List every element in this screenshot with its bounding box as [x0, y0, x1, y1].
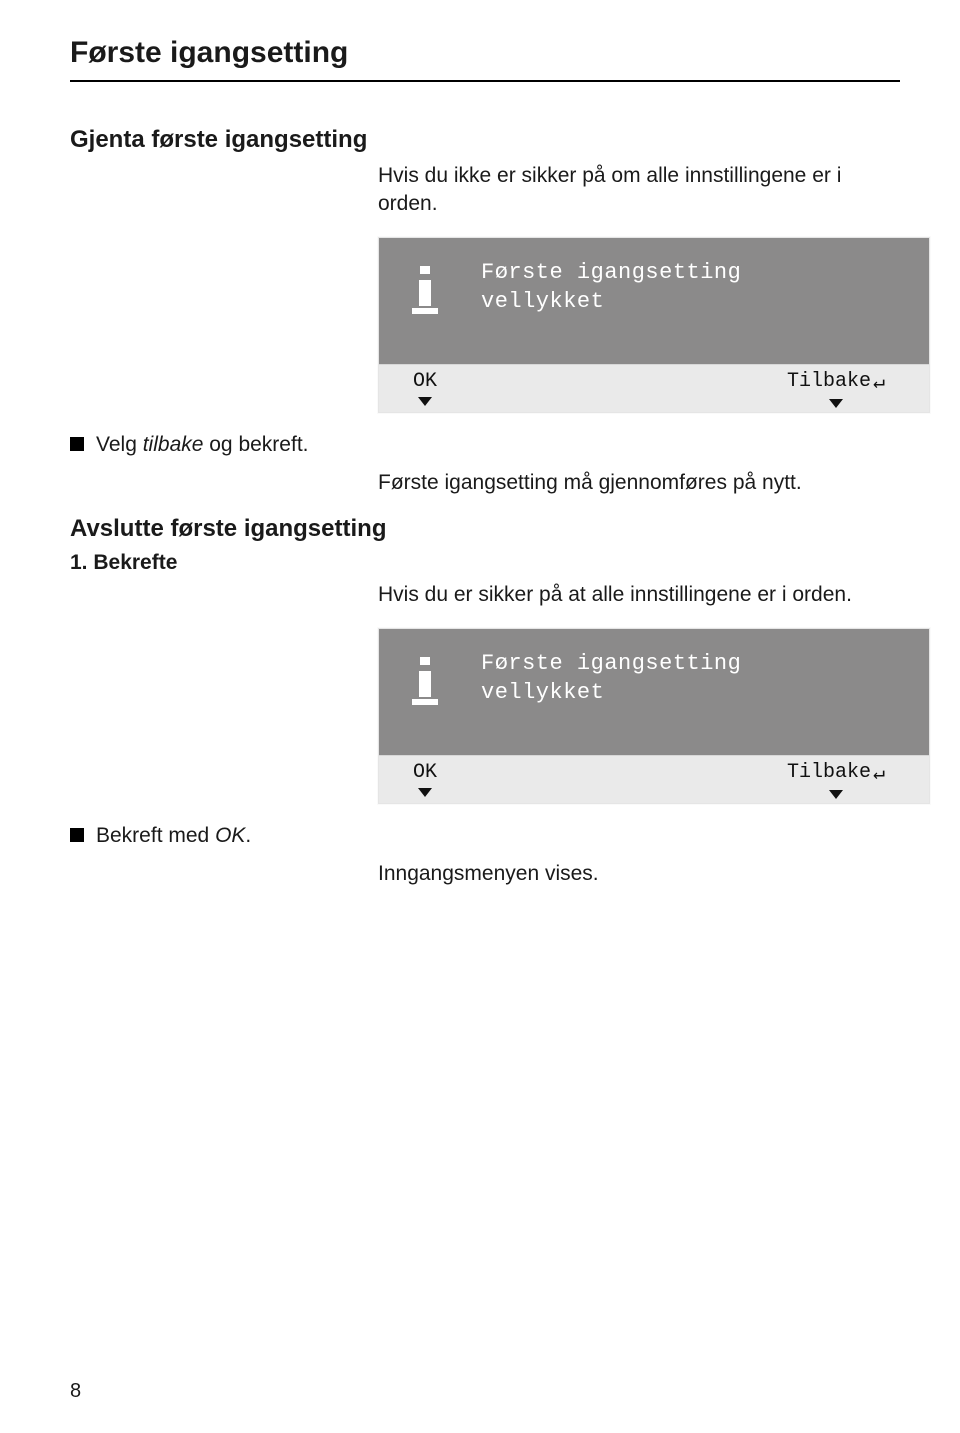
back-button[interactable]: Tilbake ↵: [787, 369, 885, 408]
info-icon: [409, 657, 441, 705]
ok-label: OK: [413, 761, 437, 784]
display-line-2: vellykket: [481, 287, 741, 317]
bullet-italic: OK: [215, 824, 245, 847]
bullet-italic: tilbake: [143, 433, 204, 456]
section-1-title: Gjenta første igangsetting: [70, 126, 900, 154]
square-bullet-icon: [70, 437, 84, 451]
ok-button[interactable]: OK: [413, 370, 437, 406]
back-label: Tilbake: [787, 370, 871, 393]
display-line-1: Første igangsetting: [481, 258, 741, 288]
triangle-down-icon: [418, 788, 432, 797]
section-2-title: Avslutte første igangsetting: [70, 515, 900, 543]
section-2-followup: Inngangsmenyen vises.: [378, 860, 900, 888]
bullet-prefix: Bekreft med: [96, 824, 215, 847]
display-line-2: vellykket: [481, 678, 741, 708]
info-icon: [409, 266, 441, 314]
display-line-1: Første igangsetting: [481, 649, 741, 679]
bullet-prefix: Velg: [96, 433, 143, 456]
back-button[interactable]: Tilbake ↵: [787, 760, 885, 799]
ok-button[interactable]: OK: [413, 761, 437, 797]
back-label: Tilbake: [787, 761, 871, 784]
display-body: Første igangsetting vellykket: [379, 238, 929, 364]
section-1-intro: Hvis du ikke er sikker på om alle innsti…: [378, 162, 900, 219]
bullet-suffix: og bekreft.: [203, 433, 308, 456]
display-body: Første igangsetting vellykket: [379, 629, 929, 755]
triangle-down-icon: [418, 397, 432, 406]
display-footer: OK Tilbake ↵: [379, 364, 929, 412]
page-title: Første igangsetting: [70, 36, 900, 82]
triangle-down-icon: [829, 399, 843, 408]
section-1-bullet: Velg tilbake og bekreft.: [70, 431, 900, 459]
ok-label: OK: [413, 370, 437, 393]
section-1-followup: Første igangsetting må gjennomføres på n…: [378, 469, 900, 497]
return-arrow-icon: ↵: [873, 760, 885, 786]
page: Første igangsetting Gjenta første igangs…: [0, 0, 960, 1433]
section-2-intro: Hvis du er sikker på at alle innstilling…: [378, 581, 900, 609]
display-screenshot-1: Første igangsetting vellykket OK Tilbake…: [378, 237, 930, 413]
return-arrow-icon: ↵: [873, 369, 885, 395]
display-text: Første igangsetting vellykket: [481, 649, 741, 708]
section-2-subhead: 1. Bekrefte: [70, 551, 900, 575]
bullet-text: Bekreft med OK.: [96, 822, 251, 850]
bullet-text: Velg tilbake og bekreft.: [96, 431, 308, 459]
section-2-bullet: Bekreft med OK.: [70, 822, 900, 850]
triangle-down-icon: [829, 790, 843, 799]
display-footer: OK Tilbake ↵: [379, 755, 929, 803]
page-number: 8: [70, 1380, 81, 1403]
display-screenshot-2: Første igangsetting vellykket OK Tilbake…: [378, 628, 930, 804]
bullet-suffix: .: [245, 824, 251, 847]
display-text: Første igangsetting vellykket: [481, 258, 741, 317]
square-bullet-icon: [70, 828, 84, 842]
